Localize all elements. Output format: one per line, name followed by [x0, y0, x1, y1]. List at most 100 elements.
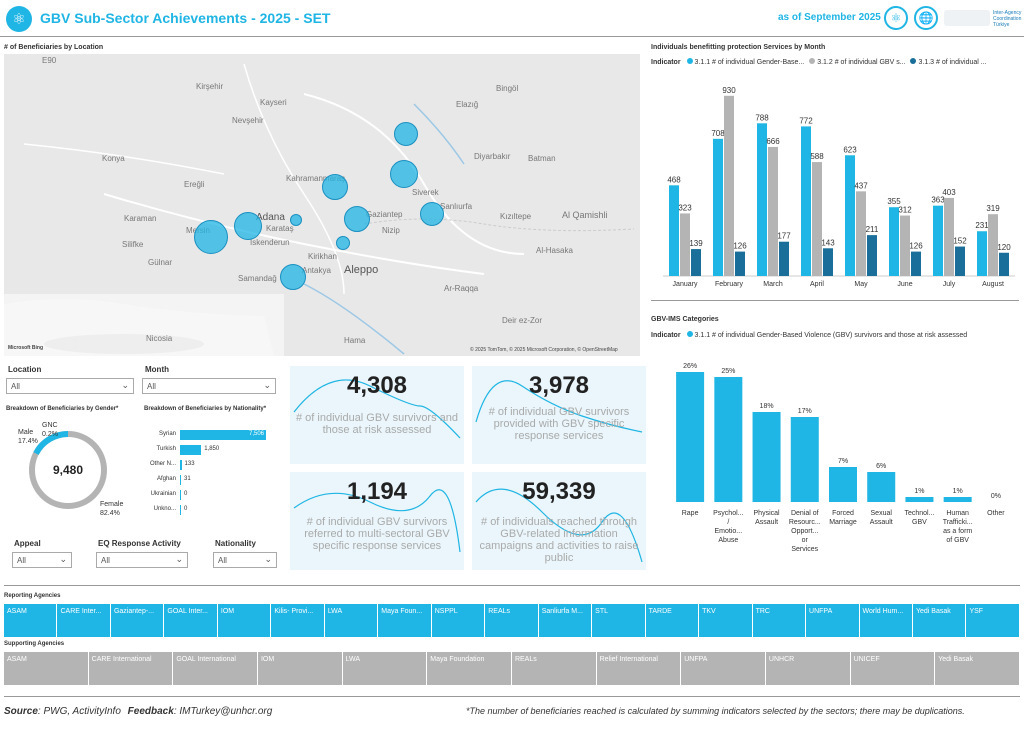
- reporting-agency-tile[interactable]: Yedi Basak: [912, 604, 967, 637]
- monthly-bar[interactable]: [779, 241, 789, 276]
- gender-donut[interactable]: 9,480: [26, 428, 110, 512]
- nationality-row[interactable]: Syrian 7,506: [140, 428, 280, 442]
- ims-bar[interactable]: [829, 467, 857, 502]
- monthly-bar[interactable]: [977, 231, 987, 276]
- monthly-bar[interactable]: [669, 185, 679, 276]
- supporting-agency-tile[interactable]: UNFPA: [681, 652, 766, 685]
- reporting-agency-tile[interactable]: Kilis- Provi...: [271, 604, 325, 637]
- supporting-agency-tile[interactable]: UNHCR: [765, 652, 851, 685]
- nationality-row[interactable]: Ukrainian 0: [140, 488, 280, 502]
- supporting-agency-tile[interactable]: GOAL International: [173, 652, 258, 685]
- map-bubble-mersin[interactable]: [194, 220, 228, 254]
- nationality-bar[interactable]: [180, 445, 202, 455]
- map-bubble-kilis[interactable]: [336, 236, 350, 250]
- map-attribution[interactable]: © 2025 TomTom, © 2025 Microsoft Corporat…: [470, 347, 618, 353]
- reporting-agency-tile[interactable]: UNFPA: [806, 604, 860, 637]
- monthly-bar[interactable]: [680, 213, 690, 276]
- monthly-bar[interactable]: [757, 123, 767, 276]
- legend-item[interactable]: 3.1.1 # of individual Gender-Based Viole…: [686, 331, 967, 339]
- ims-bar[interactable]: [676, 372, 705, 502]
- nationality-row[interactable]: Other N... 133: [140, 458, 280, 472]
- eq-response-filter[interactable]: All ⌄: [96, 552, 188, 568]
- monthly-bar[interactable]: [768, 146, 778, 276]
- reporting-agency-tile[interactable]: NSPPL: [431, 604, 486, 637]
- monthly-bar[interactable]: [823, 248, 833, 276]
- nationality-bar[interactable]: [180, 505, 181, 515]
- map-bubble-adana[interactable]: [234, 212, 262, 240]
- reporting-agency-tile[interactable]: World Hum...: [859, 604, 913, 637]
- supporting-agency-tile[interactable]: CARE International: [88, 652, 174, 685]
- reporting-agency-tile[interactable]: Sanliurfa M...: [538, 604, 593, 637]
- map-bubble-elazig[interactable]: [394, 122, 418, 146]
- monthly-bar[interactable]: [724, 95, 734, 276]
- beneficiaries-map[interactable]: E90 Kirşehir Kayseri Nevşehir Konya Ereğ…: [4, 54, 640, 356]
- map-bubble-malatya[interactable]: [390, 160, 418, 188]
- nationality-row[interactable]: Afghan 31: [140, 473, 280, 487]
- map-bubble-sanliurfa[interactable]: [420, 202, 444, 226]
- ims-bar[interactable]: [943, 497, 972, 502]
- map-bubble-kahramanmaras[interactable]: [322, 174, 348, 200]
- ims-bar[interactable]: [752, 412, 781, 502]
- monthly-bar[interactable]: [999, 252, 1009, 276]
- reporting-agency-tile[interactable]: TRC: [752, 604, 807, 637]
- monthly-bar[interactable]: [856, 191, 866, 276]
- supporting-agency-tile[interactable]: UNICEF: [850, 652, 936, 685]
- nationality-bar[interactable]: [180, 430, 266, 440]
- reporting-agency-tile[interactable]: YSF: [966, 604, 1020, 637]
- map-bubble-osmaniye[interactable]: [290, 214, 302, 226]
- reporting-agency-tile[interactable]: Gaziantep-...: [110, 604, 165, 637]
- reporting-agency-tile[interactable]: STL: [592, 604, 646, 637]
- reporting-agency-tile[interactable]: TKV: [699, 604, 753, 637]
- monthly-bar[interactable]: [812, 162, 822, 276]
- supporting-agency-tile[interactable]: IOM: [257, 652, 343, 685]
- monthly-bar[interactable]: [955, 246, 965, 276]
- supporting-agency-tile[interactable]: Yedi Basak: [935, 652, 1020, 685]
- monthly-bar[interactable]: [933, 205, 943, 276]
- reporting-agency-tile[interactable]: IOM: [217, 604, 272, 637]
- ims-bar[interactable]: [790, 417, 819, 502]
- ims-bar[interactable]: [905, 497, 934, 502]
- reporting-agency-tile[interactable]: TARDE: [645, 604, 700, 637]
- map-bubble-hatay[interactable]: [280, 264, 306, 290]
- location-filter[interactable]: All ⌄: [6, 378, 134, 394]
- nationality-row[interactable]: Unkno... 0: [140, 503, 280, 517]
- monthly-bar[interactable]: [867, 235, 877, 276]
- supporting-agency-tile[interactable]: Relief International: [596, 652, 682, 685]
- monthly-bar[interactable]: [889, 207, 899, 276]
- legend-dot: [686, 331, 693, 337]
- legend-item[interactable]: 3.1.2 # of individual GBV s...: [809, 58, 906, 66]
- monthly-bar[interactable]: [691, 249, 701, 276]
- monthly-bar[interactable]: [801, 126, 811, 276]
- supporting-agency-tile[interactable]: Maya Foundation: [427, 652, 512, 685]
- supporting-agency-tile[interactable]: LWA: [342, 652, 428, 685]
- monthly-bar[interactable]: [845, 155, 855, 276]
- reporting-agency-tile[interactable]: Maya Foun...: [378, 604, 432, 637]
- nationality-bar[interactable]: [180, 490, 181, 500]
- supporting-agency-tile[interactable]: REALs: [511, 652, 597, 685]
- monthly-bar[interactable]: [900, 215, 910, 276]
- reporting-agency-tile[interactable]: LWA: [324, 604, 379, 637]
- ims-bar[interactable]: [867, 472, 896, 502]
- donut-male-segment[interactable]: [33, 431, 69, 455]
- reporting-agency-tile[interactable]: CARE Inter...: [57, 604, 111, 637]
- monthly-bar[interactable]: [713, 138, 723, 276]
- reporting-agency-tile[interactable]: GOAL Inter...: [164, 604, 218, 637]
- nationality-bar[interactable]: [180, 475, 181, 485]
- reporting-agency-tile[interactable]: ASAM: [4, 604, 58, 637]
- feedback-email[interactable]: : IMTurkey@unhcr.org: [173, 706, 273, 717]
- legend-item[interactable]: 3.1.3 # of individual ...: [910, 58, 987, 66]
- nationality-bar[interactable]: [180, 460, 182, 470]
- appeal-filter[interactable]: All ⌄: [12, 552, 72, 568]
- map-bubble-gaziantep[interactable]: [344, 206, 370, 232]
- monthly-bar[interactable]: [988, 214, 998, 276]
- monthly-bar[interactable]: [944, 197, 954, 276]
- nationality-filter[interactable]: All ⌄: [213, 552, 277, 568]
- month-filter[interactable]: All ⌄: [142, 378, 276, 394]
- ims-bar[interactable]: [714, 377, 743, 502]
- monthly-bar[interactable]: [911, 251, 921, 276]
- supporting-agency-tile[interactable]: ASAM: [4, 652, 89, 685]
- legend-item[interactable]: 3.1.1 # of individual Gender-Base...: [686, 58, 804, 66]
- nationality-row[interactable]: Turkish 1,850: [140, 443, 280, 457]
- reporting-agency-tile[interactable]: REALs: [485, 604, 539, 637]
- monthly-bar[interactable]: [735, 251, 745, 276]
